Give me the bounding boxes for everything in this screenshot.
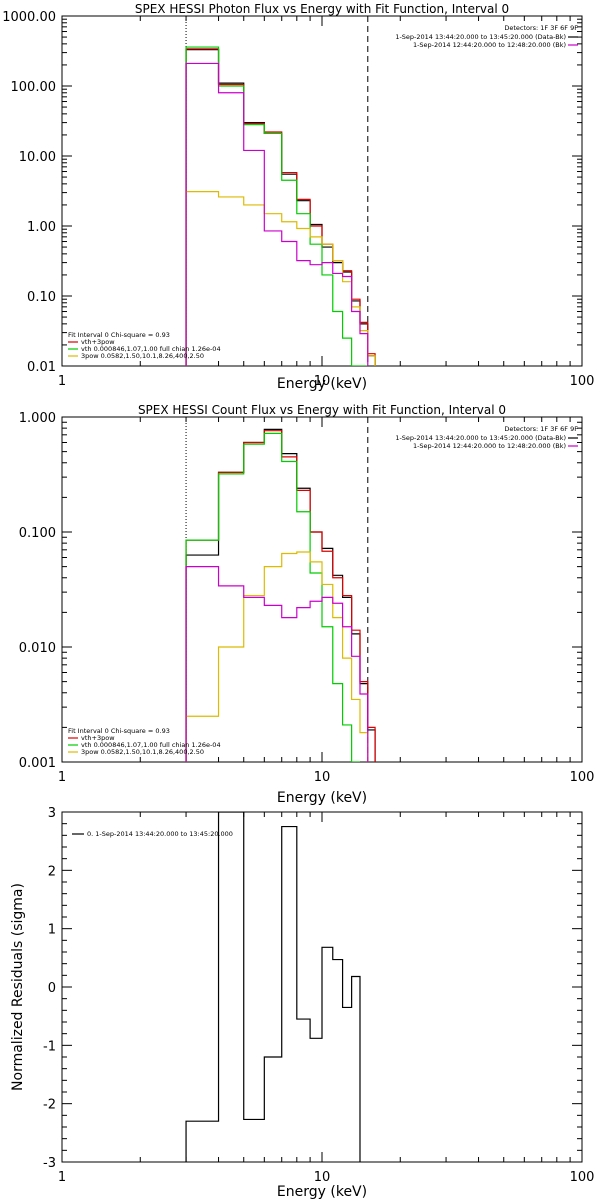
legend-bottom-left: Fit Interval 0 Chi-square = 0.93vth+3pow… <box>68 331 221 360</box>
y-tick-label: 1.00 <box>27 220 56 235</box>
y-tick-label: 10.00 <box>19 150 56 165</box>
y-tick-label: 0.01 <box>27 360 56 375</box>
y-tick-label: -2 <box>43 1098 56 1113</box>
legend-entry-label: 0. 1-Sep-2014 13:44:20.000 to 13:45:20.0… <box>87 830 233 838</box>
x-axis-label: Energy (keV) <box>277 1184 367 1200</box>
x-tick-label: 100 <box>570 1170 595 1185</box>
legend-entry-label: 3pow 0.0582,1.50,10.1,8.26,400,2.50 <box>81 352 204 360</box>
series-line-bk <box>185 566 369 762</box>
detectors-label: Detectors: 1F 3F 6F 9F <box>504 425 578 433</box>
chart-title: SPEX HESSI Photon Flux vs Energy with Fi… <box>135 2 509 16</box>
chart-title: SPEX HESSI Count Flux vs Energy with Fit… <box>138 403 506 417</box>
legend-entry-label: 1-Sep-2014 13:44:20.000 to 13:45:20.000 … <box>395 434 566 442</box>
x-tick-label: 10 <box>314 770 331 785</box>
y-tick-label: 0.10 <box>27 290 56 305</box>
series-line-3pow <box>185 191 376 366</box>
legend-entry-label: vth 0.000846,1.07,1.00 full chian 1.26e-… <box>81 345 221 353</box>
legend-entry-label: 1-Sep-2014 12:44:20.000 to 12:48:20.000 … <box>413 41 566 49</box>
series-line-data-bk <box>185 49 376 366</box>
series-group <box>185 46 376 366</box>
series-line-0-1-sep-2014-13-44-20-000-to-13-45-20-000 <box>185 812 361 1162</box>
chart-panel-2: 1 10 100 -3 -2 -1 0 1 2 3 Energy (keV) Normalized R… <box>10 806 594 1200</box>
y-axis-label: Normalized Residuals (sigma) <box>10 883 26 1091</box>
chart-panel-0: SPEX HESSI Photon Flux vs Energy with Fi… <box>2 2 594 392</box>
x-tick-label: 100 <box>570 374 595 389</box>
y-tick-label: 0.010 <box>19 641 56 656</box>
y-tick-label: 1.000 <box>19 411 56 426</box>
y-tick-label: 0.100 <box>19 526 56 541</box>
legend-entry-label: vth 0.000846,1.07,1.00 full chian 1.26e-… <box>81 741 221 749</box>
y-tick-label: -3 <box>43 1156 56 1171</box>
x-axis-label: Energy (keV) <box>277 790 367 806</box>
series-line-3pow <box>185 551 369 762</box>
y-tick-label: 1 <box>48 923 56 938</box>
series-group <box>185 428 376 762</box>
series-group <box>185 812 361 1162</box>
y-tick-label: 1000.00 <box>2 10 56 25</box>
series-line-vth <box>185 46 368 366</box>
detectors-label: Detectors: 1F 3F 6F 9F <box>504 24 578 32</box>
legend-bottom-left: Fit Interval 0 Chi-square = 0.93vth+3pow… <box>68 727 221 756</box>
y-tick-label: 0.001 <box>19 756 56 771</box>
legend-top-right: Detectors: 1F 3F 6F 9F1-Sep-2014 13:44:2… <box>395 24 578 49</box>
legend-entry-label: 1-Sep-2014 13:44:20.000 to 13:45:20.000 … <box>395 33 566 41</box>
x-tick-label: 10 <box>314 374 331 389</box>
legend-entry-label: 1-Sep-2014 12:44:20.000 to 12:48:20.000 … <box>413 442 566 450</box>
y-tick-label: 0 <box>48 981 56 996</box>
x-tick-label: 1 <box>58 374 66 389</box>
y-tick-label: 2 <box>48 864 56 879</box>
chart-panel-1: SPEX HESSI Count Flux vs Energy with Fit… <box>19 403 595 806</box>
x-axis-label: Energy (keV) <box>277 376 367 392</box>
series-line-vth-3pow <box>185 430 376 762</box>
legend-entry-label: vth+3pow <box>81 734 115 742</box>
series-line-vth-3pow <box>185 48 376 366</box>
legend-residuals: 0. 1-Sep-2014 13:44:20.000 to 13:45:20.0… <box>72 830 233 838</box>
x-tick-label: 1 <box>58 770 66 785</box>
y-tick-label: -1 <box>43 1039 56 1054</box>
legend-entry-label: vth+3pow <box>81 338 115 346</box>
x-tick-label: 1 <box>58 1170 66 1185</box>
plot-frame <box>61 15 583 367</box>
legend-top-right: Detectors: 1F 3F 6F 9F1-Sep-2014 13:44:2… <box>395 425 578 450</box>
series-line-vth <box>185 432 360 762</box>
fit-interval-label: Fit Interval 0 Chi-square = 0.93 <box>68 727 170 735</box>
y-tick-label: 3 <box>48 806 56 821</box>
fit-interval-label: Fit Interval 0 Chi-square = 0.93 <box>68 331 170 339</box>
series-line-bk <box>185 62 369 366</box>
x-tick-label: 10 <box>314 1170 331 1185</box>
x-tick-label: 100 <box>570 770 595 785</box>
legend-entry-label: 3pow 0.0582,1.50,10.1,8.26,400,2.50 <box>81 748 204 756</box>
y-tick-label: 100.00 <box>11 80 57 95</box>
